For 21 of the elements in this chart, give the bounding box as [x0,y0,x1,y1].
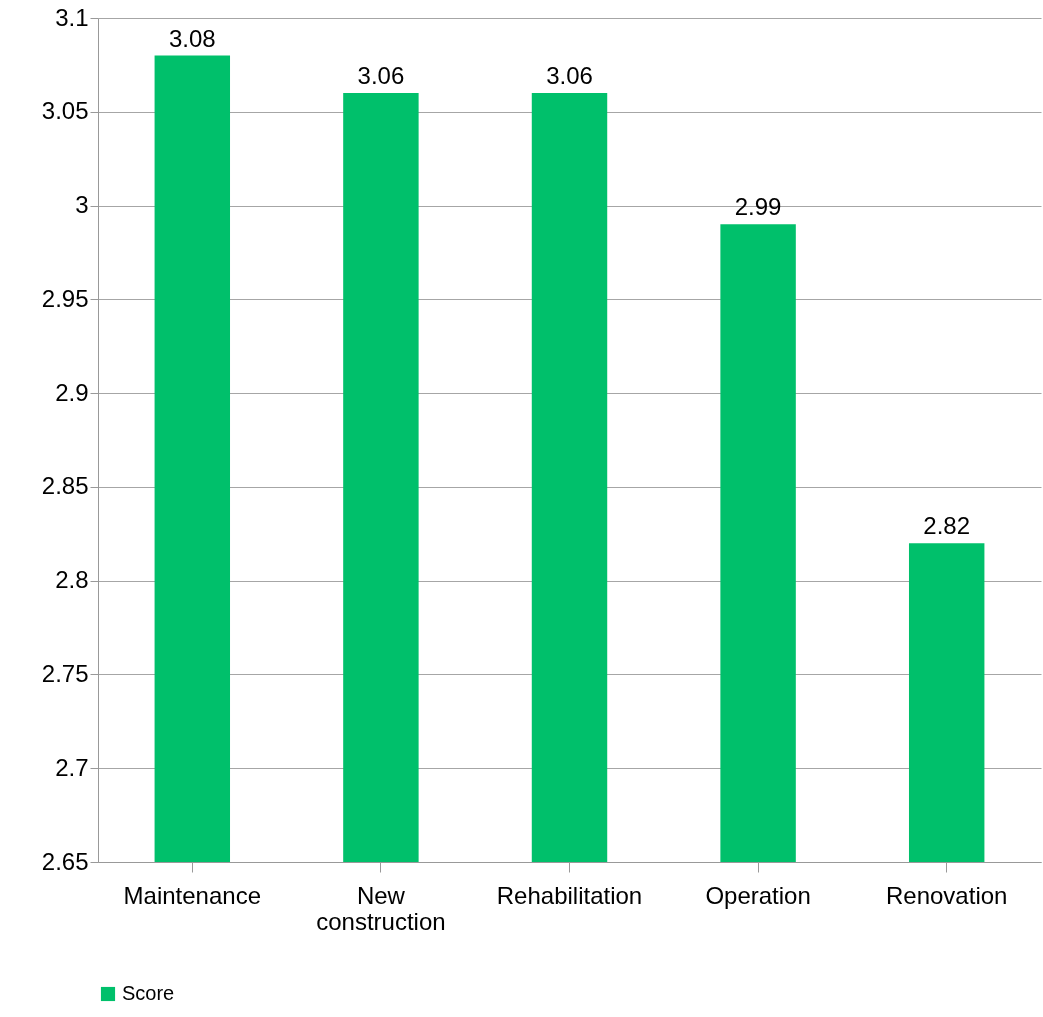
y-tick-label: 3.05 [41,97,89,125]
data-label: 3.06 [546,62,593,90]
y-tick-label: 2.65 [41,847,89,875]
data-label: 2.82 [923,512,971,540]
data-label: 2.99 [734,193,782,221]
x-tick-label: New construction [316,881,446,935]
y-tick-label: 2.85 [41,472,89,500]
y-tick-label: 2.9 [55,378,89,406]
y-tick-label: 2.7 [55,753,89,781]
y-tick-label: 3.1 [55,3,89,31]
y-tick-label: 2.75 [41,659,89,687]
x-tick-label: Maintenance [123,881,262,909]
legend-label: Score [122,982,175,1004]
x-tick-label: Rehabilitation [496,881,643,909]
y-tick-label: 3 [75,191,89,219]
y-tick-label: 2.8 [55,566,89,594]
x-tick-label: Renovation [885,881,1008,909]
y-tick-label: 2.95 [41,284,89,312]
data-label: 3.06 [357,62,405,90]
x-tick-label: Operation [705,881,811,909]
data-label: 3.08 [168,24,216,52]
